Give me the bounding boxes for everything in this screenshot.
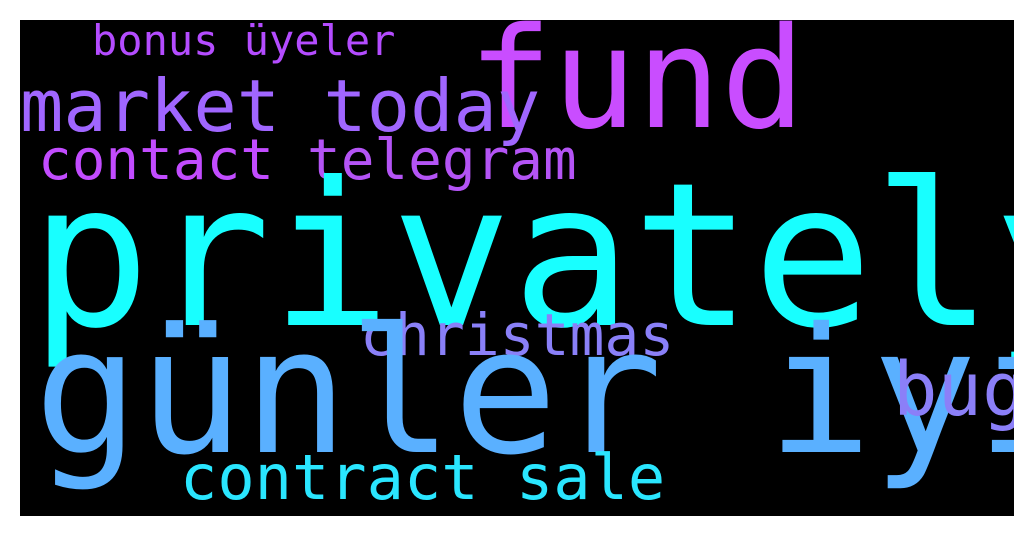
word-telegram: telegram <box>307 128 577 193</box>
word-christmas: christmas <box>360 301 675 369</box>
word-bug: bug <box>893 347 1014 433</box>
word-gunler-iyi: günler iyi <box>34 291 1014 494</box>
word-cloud-canvas: bonus üyeler fund market today contact t… <box>20 20 1014 516</box>
word-bonus-uyeler: bonus üyeler <box>92 20 396 65</box>
word-contact: contact <box>38 128 275 193</box>
word-fund: fund <box>468 20 806 161</box>
word-privately: privately <box>30 140 1014 373</box>
word-market-today: market today <box>20 64 541 148</box>
word-contract-sale: contract sale <box>180 441 666 514</box>
